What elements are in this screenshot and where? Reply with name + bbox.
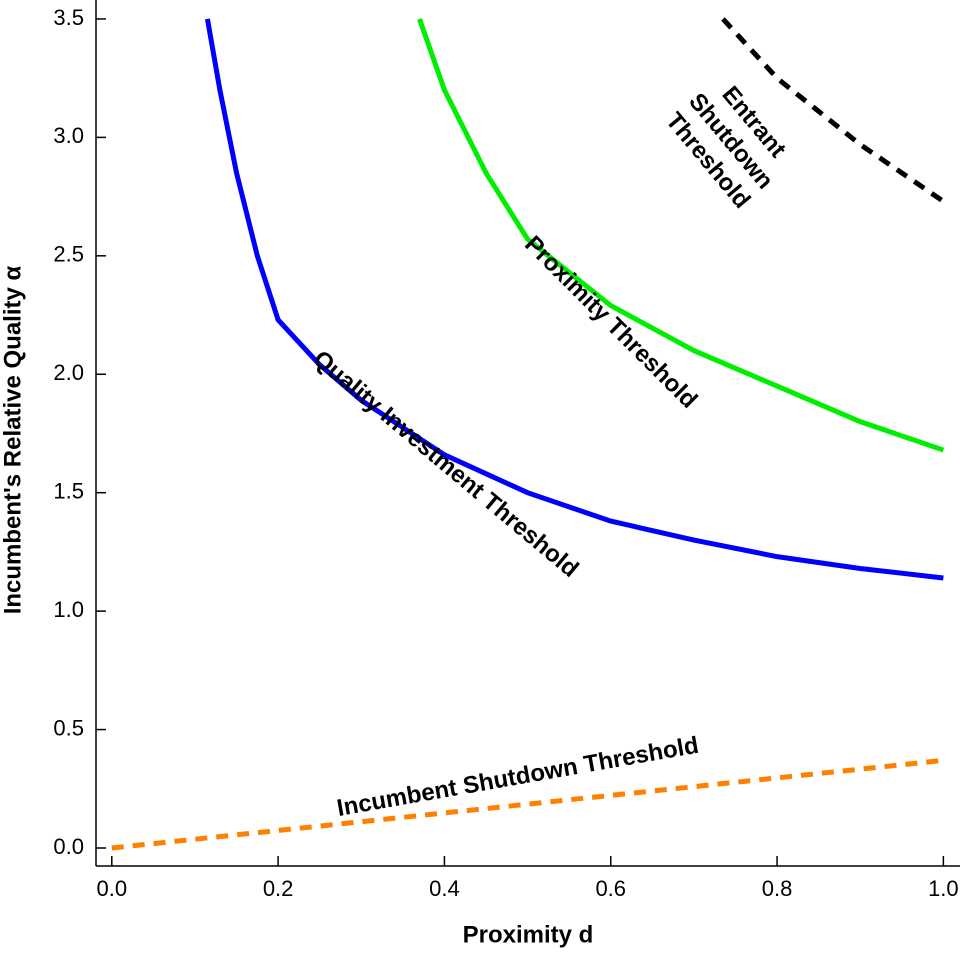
- series-line: [417, 18, 945, 453]
- series-line: [204, 18, 944, 581]
- y-tick-label: 0.5: [53, 715, 84, 740]
- x-tick-label: 0.8: [762, 876, 793, 901]
- series-line: [111, 757, 944, 851]
- annotation-text: Proximity Threshold: [519, 231, 702, 414]
- x-axis-label: Proximity d: [463, 921, 594, 948]
- y-tick-label: 1.0: [53, 597, 84, 622]
- y-tick-label: 1.5: [53, 479, 84, 504]
- y-tick-label: 2.0: [53, 360, 84, 385]
- x-tick-label: 0.6: [595, 876, 626, 901]
- x-tick-label: 0.0: [97, 876, 128, 901]
- annotation-text: Quality Investment Threshold: [308, 345, 584, 583]
- annotation: Proximity Threshold: [519, 231, 702, 414]
- y-tick-label: 2.5: [53, 242, 84, 267]
- x-tick-label: 1.0: [928, 876, 959, 901]
- annotation: Incumbent Shutdown Threshold: [335, 732, 701, 822]
- y-tick-label: 3.5: [53, 5, 84, 30]
- y-axis-label: Incumbent's Relative Quality α: [0, 265, 26, 614]
- x-tick-label: 0.2: [263, 876, 294, 901]
- annotation-text: Incumbent Shutdown Threshold: [335, 732, 701, 822]
- y-tick-label: 3.0: [53, 123, 84, 148]
- annotation: Quality Investment Threshold: [308, 345, 584, 583]
- series-line: [721, 17, 945, 204]
- x-tick-label: 0.4: [429, 876, 460, 901]
- y-tick-label: 0.0: [53, 834, 84, 859]
